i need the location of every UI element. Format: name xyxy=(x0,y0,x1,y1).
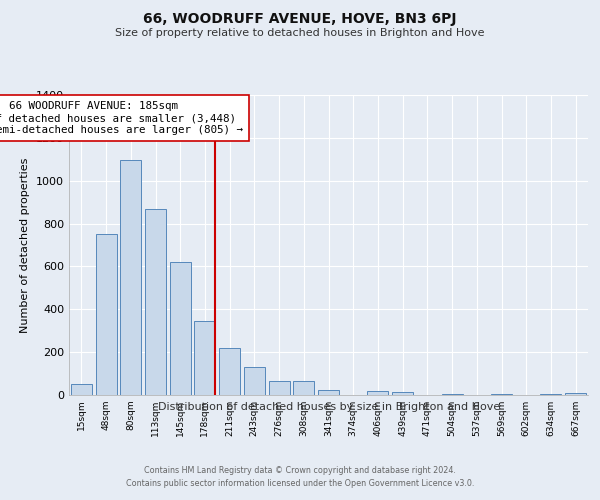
Text: Contains public sector information licensed under the Open Government Licence v3: Contains public sector information licen… xyxy=(126,478,474,488)
Text: 66 WOODRUFF AVENUE: 185sqm
← 81% of detached houses are smaller (3,448)
19% of s: 66 WOODRUFF AVENUE: 185sqm ← 81% of deta… xyxy=(0,102,243,134)
Bar xyxy=(541,394,562,395)
Bar xyxy=(194,321,215,395)
Bar xyxy=(95,234,116,395)
Bar xyxy=(293,381,314,395)
Bar xyxy=(491,394,512,395)
Text: Contains HM Land Registry data © Crown copyright and database right 2024.: Contains HM Land Registry data © Crown c… xyxy=(144,466,456,475)
Bar xyxy=(392,392,413,395)
Bar xyxy=(145,208,166,395)
Text: 66, WOODRUFF AVENUE, HOVE, BN3 6PJ: 66, WOODRUFF AVENUE, HOVE, BN3 6PJ xyxy=(143,12,457,26)
Bar xyxy=(565,393,586,395)
Bar xyxy=(219,348,240,395)
Bar xyxy=(170,262,191,395)
Y-axis label: Number of detached properties: Number of detached properties xyxy=(20,158,31,332)
Text: Size of property relative to detached houses in Brighton and Hove: Size of property relative to detached ho… xyxy=(115,28,485,38)
Bar xyxy=(318,390,339,395)
Bar xyxy=(120,160,141,395)
Bar xyxy=(244,367,265,395)
Bar xyxy=(71,384,92,395)
Bar xyxy=(367,391,388,395)
Bar xyxy=(269,381,290,395)
Text: Distribution of detached houses by size in Brighton and Hove: Distribution of detached houses by size … xyxy=(158,402,500,412)
Bar xyxy=(442,394,463,395)
